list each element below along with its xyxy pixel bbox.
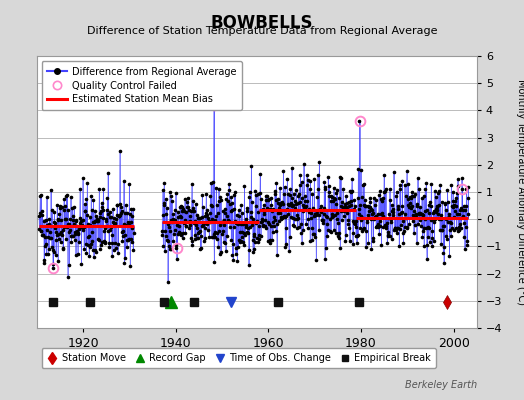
Text: BOWBELLS: BOWBELLS — [211, 14, 313, 32]
Y-axis label: Monthly Temperature Anomaly Difference (°C): Monthly Temperature Anomaly Difference (… — [516, 79, 524, 305]
Text: Berkeley Earth: Berkeley Earth — [405, 380, 477, 390]
Text: Difference of Station Temperature Data from Regional Average: Difference of Station Temperature Data f… — [87, 26, 437, 36]
Legend: Station Move, Record Gap, Time of Obs. Change, Empirical Break: Station Move, Record Gap, Time of Obs. C… — [41, 348, 436, 368]
